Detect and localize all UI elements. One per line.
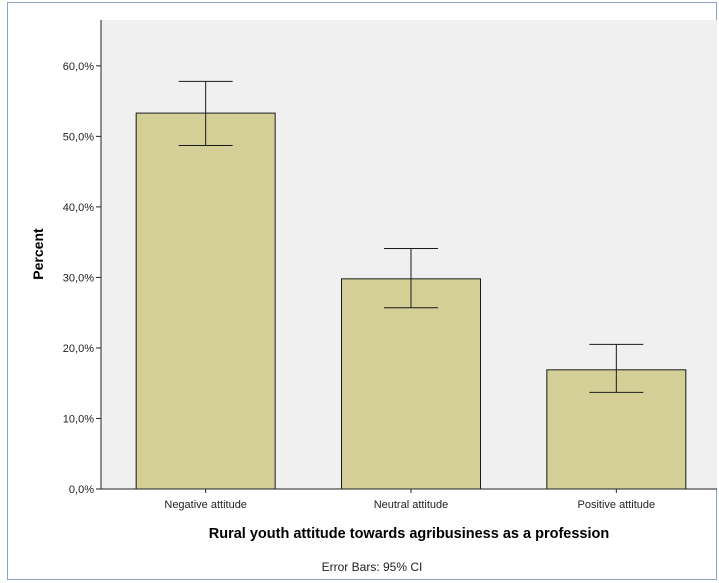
error-bar: [178, 80, 233, 147]
x-tick-label: Negative attitude: [164, 499, 247, 511]
y-tick-label: 0,0%: [69, 484, 94, 496]
bar-neutral-attitude: [341, 278, 481, 490]
y-tick-label: 60,0%: [63, 61, 94, 73]
y-tick-label: 50,0%: [63, 131, 94, 143]
y-tick-label: 40,0%: [63, 202, 94, 214]
category-labels: Negative attitude Neutral attitude Positiv…: [164, 489, 655, 511]
error-bars-note: Error Bars: 95% CI: [322, 560, 423, 574]
y-axis-ticks: 0,0% 10,0% 20,0% 30,0% 40,0% 50,0% 60,0%: [63, 61, 101, 496]
bar-negative-attitude: [135, 112, 276, 490]
y-tick-label: 10,0%: [63, 413, 94, 425]
x-tick-label: Positive attitude: [578, 499, 656, 511]
x-axis-label: Rural youth attitude towards agribusines…: [209, 526, 609, 542]
error-bars-group: [178, 80, 644, 393]
error-bar: [589, 343, 644, 393]
x-tick-label: Neutral attitude: [374, 499, 449, 511]
y-tick-label: 30,0%: [63, 272, 94, 284]
y-axis-label: Percent: [30, 228, 46, 280]
y-tick-label: 20,0%: [63, 343, 94, 355]
error-bar: [384, 248, 438, 309]
